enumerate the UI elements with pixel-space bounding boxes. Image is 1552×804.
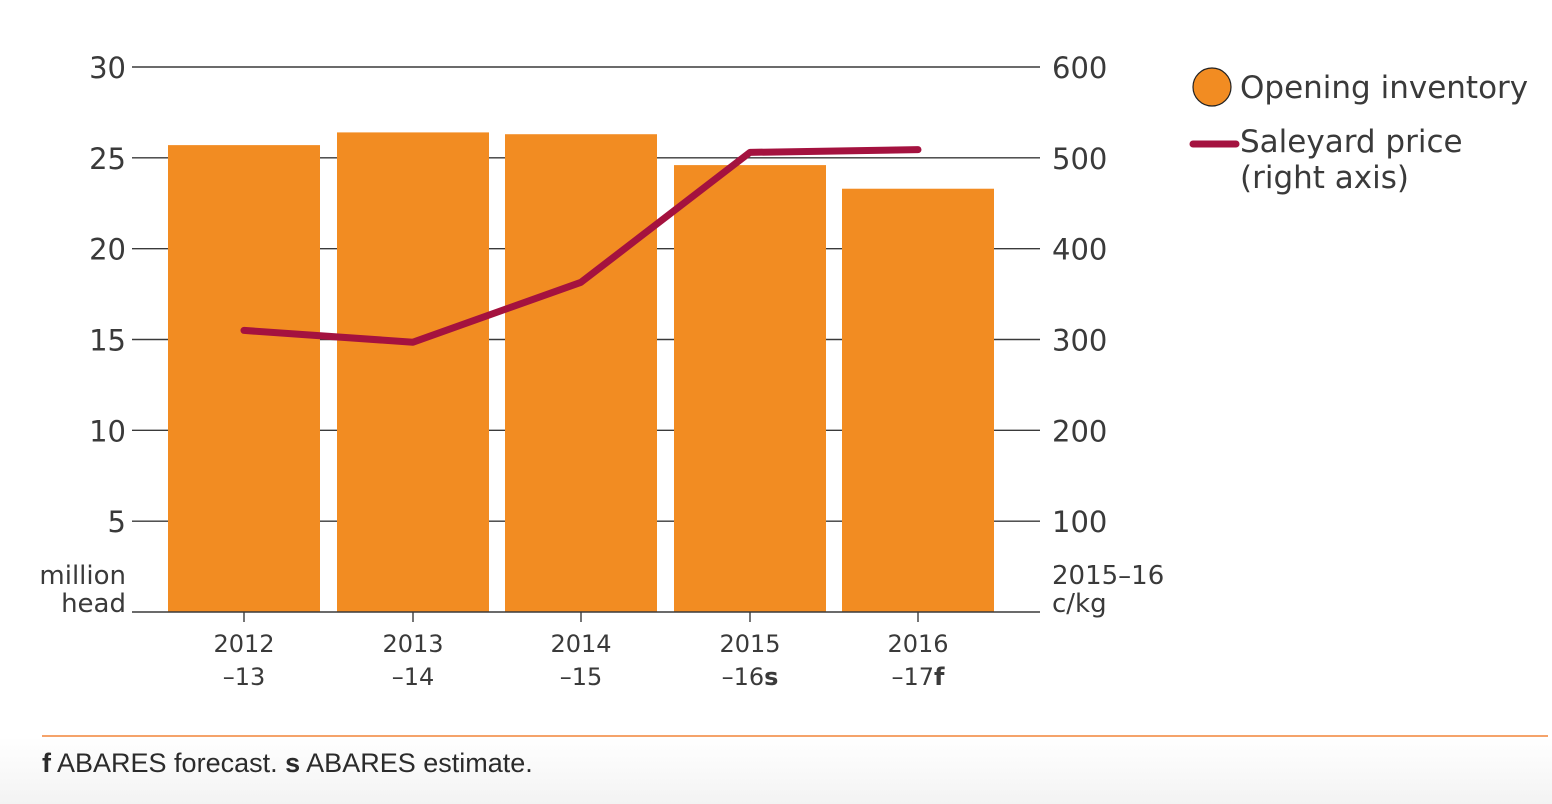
bar	[168, 145, 320, 612]
bar	[337, 132, 489, 612]
right-tick-label: 200	[1052, 414, 1107, 448]
chart-svg: 30 600 25 500 20 400 15 300 10 200 5 100 millionhead…	[39, 51, 1528, 691]
legend: Opening inventory Saleyard price(right ax…	[1189, 67, 1528, 196]
right-unit-label-line2: c/kg	[1052, 589, 1107, 619]
legend-label-saleyard-price: Saleyard price	[1240, 124, 1463, 160]
category-label-year: 2014	[550, 630, 611, 658]
category-status-mark: f	[934, 663, 945, 691]
price-line	[240, 146, 922, 346]
left-tick-label: 10	[89, 414, 126, 448]
right-tick-label: 100	[1052, 505, 1107, 539]
footnote-divider	[42, 735, 1548, 737]
category-label-year: 2015	[719, 630, 780, 658]
right-unit-label-line1: 2015–16	[1052, 561, 1164, 591]
left-tick-label: 20	[89, 233, 126, 267]
estimate-text: ABARES estimate.	[306, 748, 533, 778]
legend-label-right-axis: (right axis)	[1240, 160, 1409, 196]
bars	[168, 132, 994, 612]
footnote: f ABARES forecast. s ABARES estimate.	[42, 748, 533, 779]
category-label-suffix: –17f	[892, 663, 946, 691]
right-tick-label: 500	[1052, 142, 1107, 176]
estimate-mark: s	[285, 748, 301, 778]
category-label-suffix: –14	[392, 663, 435, 691]
legend-swatch-opening-inventory	[1192, 67, 1232, 107]
legend-label-opening-inventory: Opening inventory	[1240, 70, 1528, 106]
bar	[505, 134, 657, 612]
axes: 30 600 25 500 20 400 15 300 10 200 5 100 millionhead…	[39, 51, 1164, 691]
right-tick-label: 400	[1052, 233, 1107, 267]
bar	[842, 188, 994, 612]
category-label-suffix: –15	[560, 663, 603, 691]
category-label-suffix: –16s	[722, 663, 779, 691]
right-tick-label: 300	[1052, 324, 1107, 358]
forecast-text: ABARES forecast.	[57, 748, 278, 778]
category-status-mark: s	[764, 663, 778, 691]
footer-shade	[0, 737, 1552, 804]
left-tick-label: 15	[89, 324, 126, 358]
bar	[674, 165, 826, 612]
left-tick-label: 5	[108, 505, 126, 539]
left-tick-label: 30	[89, 51, 126, 85]
category-label-year: 2013	[382, 630, 443, 658]
left-unit-label-line2: head	[61, 589, 126, 619]
left-unit-label-line1: million	[39, 561, 126, 591]
left-tick-label: 25	[89, 142, 126, 176]
category-label-suffix: –13	[223, 663, 266, 691]
saleyard-price-line	[240, 146, 922, 346]
category-label-year: 2012	[213, 630, 274, 658]
right-tick-label: 600	[1052, 51, 1107, 85]
forecast-mark: f	[42, 748, 51, 778]
category-label-year: 2016	[887, 630, 948, 658]
